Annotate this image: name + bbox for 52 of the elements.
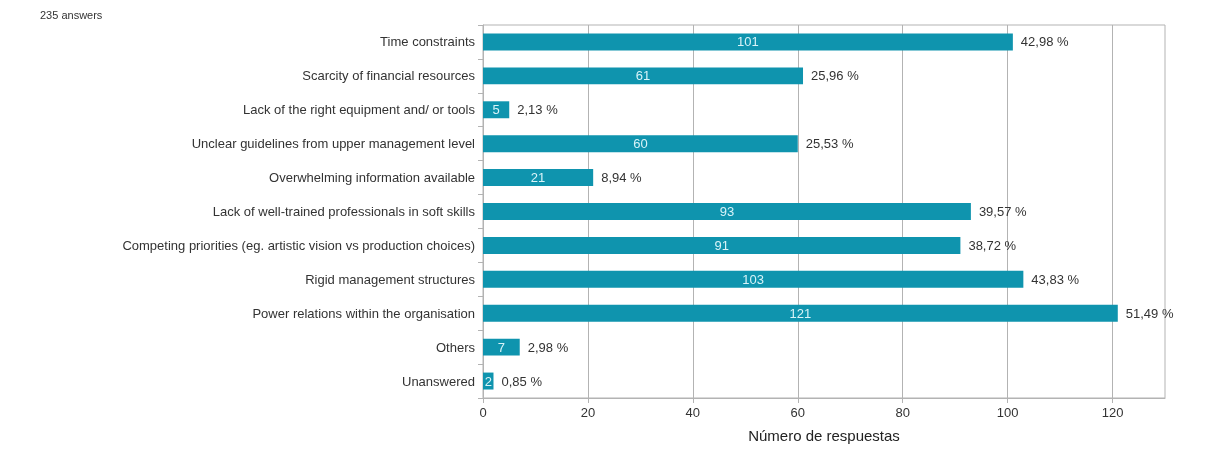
data-label: 60 [633,136,648,152]
data-label: 5 [492,102,500,118]
annotation: 51,49 % [1125,305,1174,321]
x-tick-label: 0 [479,405,487,420]
bar [483,135,798,153]
bar [483,236,961,254]
annotation: 42,98 % [1020,34,1070,50]
data-label: 93 [719,204,735,219]
data-label: 2 [484,373,492,389]
y-tick-label: Scarcity of financial resources [302,68,476,84]
bar [483,338,520,356]
bar [483,67,804,85]
annotation: 0,85 % [501,373,543,389]
y-tick-label: Lack of the right equipment and/ or tools [243,102,476,118]
data-label: 121 [789,305,812,321]
y-tick-label: Lack of well-trained professionals in soft skills [212,204,476,219]
y-tick-label: Time constraints [380,34,476,50]
y-tick-label: Power relations within the organisation [252,305,475,321]
y-tick-label: Others [435,339,476,355]
data-label: 21 [530,170,546,186]
annotation: 8,94 % [601,170,643,186]
y-tick-label: Competing priorities (eg. artistic vision vs production choices) [122,237,475,253]
y-tick-label: Unanswered [402,373,475,389]
bar [483,270,1024,288]
annotation: 43,83 % [1031,271,1080,287]
text: 235 answers [40,8,103,21]
annotation: 38,72 % [968,237,1017,253]
x-tick-label: 60 [790,405,805,420]
y-tick-label: Overwhelming information available [269,170,475,186]
y-tick-label: Unclear guidelines from upper management level [191,136,476,152]
data-label: 101 [737,34,759,50]
data-label: 91 [714,237,729,253]
data-label: 103 [742,271,765,287]
annotation: 25,53 % [805,136,854,152]
annotation: 39,57 % [978,204,1028,219]
bar [483,101,510,119]
bar [483,203,971,220]
x-tick-label: 40 [685,405,701,420]
bar [483,169,594,187]
x-axis-title: Número de respuestas [748,427,900,444]
x-tick-label: 80 [895,405,910,420]
annotation: 2,98 % [527,339,569,355]
x-tick-label: 100 [996,405,1019,420]
annotation: 2,13 % [517,102,559,118]
bar [483,33,1013,51]
y-tick-label: Rigid management structures [305,271,476,287]
x-tick-label: 120 [1101,405,1124,420]
x-tick-label: 20 [580,405,596,420]
bar [483,304,1118,322]
annotation: 25,96 % [811,68,860,84]
data-label: 61 [635,68,651,84]
data-label: 7 [497,339,505,355]
